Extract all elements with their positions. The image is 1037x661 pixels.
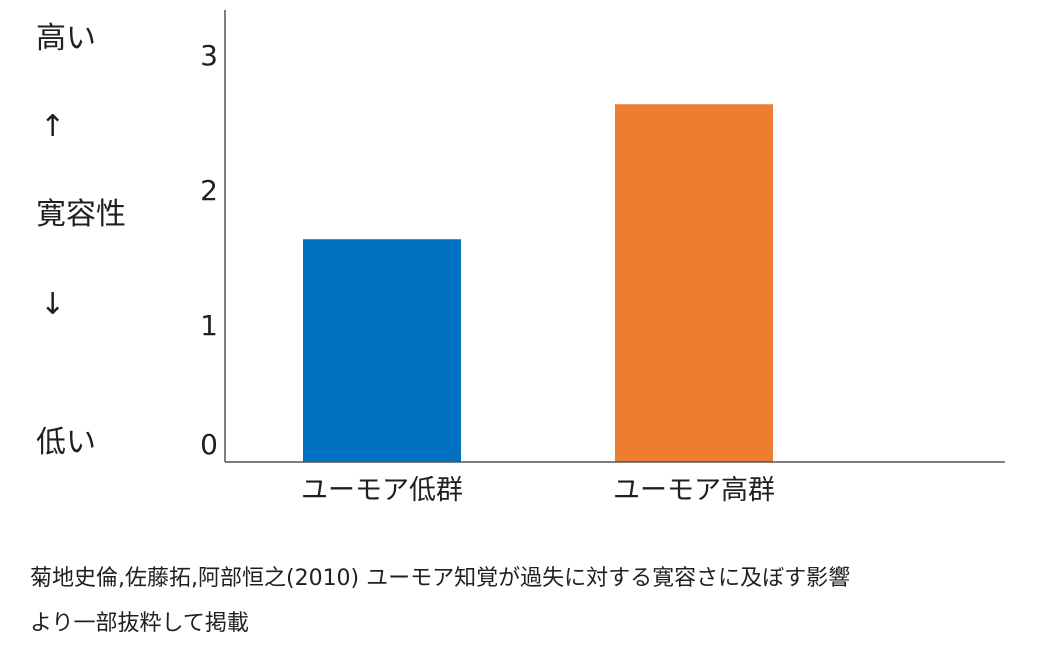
bar-2 <box>615 104 773 462</box>
y-label-high: 高い <box>36 21 96 56</box>
bars-group <box>303 104 773 462</box>
x-tick-label: ユーモア低群 <box>301 475 463 506</box>
x-labels-group: ユーモア低群 ユーモア高群 <box>301 475 775 506</box>
source-caption-line-2: より一部抜粋して掲載 <box>30 611 249 636</box>
y-tick-label: 2 <box>200 174 218 207</box>
y-label-tolerance: 寛容性 <box>36 197 126 232</box>
x-tick-label: ユーモア高群 <box>613 475 775 506</box>
y-tick-label: 0 <box>200 428 218 461</box>
bar-1 <box>303 239 461 462</box>
y-tick-label: 1 <box>200 309 218 342</box>
y-label-down-arrow: ↓ <box>40 287 66 322</box>
y-label-low: 低い <box>36 425 96 460</box>
bar-chart: 0 1 2 3 ユーモア低群 ユーモア高群 <box>200 10 1005 506</box>
y-label-up-arrow: ↑ <box>40 109 66 144</box>
y-ticks-group: 0 1 2 3 <box>200 39 218 461</box>
source-caption-line-1: 菊地史倫,佐藤拓,阿部恒之(2010) ユーモア知覚が過失に対する寛容さに及ぼす… <box>30 566 851 591</box>
y-tick-label: 3 <box>200 39 218 72</box>
